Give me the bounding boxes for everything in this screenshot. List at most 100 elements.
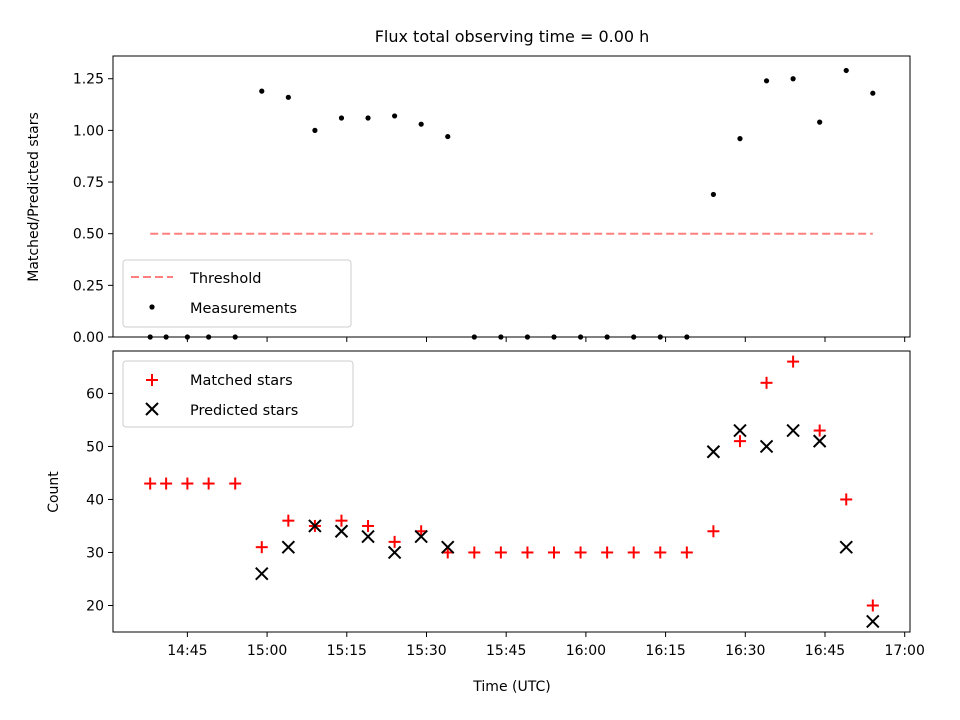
predicted-star-point [414, 529, 428, 544]
top-legend: Threshold Measurements [122, 259, 352, 328]
matched-star-point [229, 477, 242, 490]
predicted-star-point [759, 439, 774, 454]
predicted-star-point [255, 566, 269, 581]
x-tick-label: 15:00 [247, 643, 287, 659]
bottom-y-tick-label: 30 [86, 545, 104, 561]
x-tick-label: 15:15 [327, 643, 367, 659]
predicted-star-point [387, 545, 402, 560]
top-y-tick-label: 1.00 [73, 123, 104, 139]
matched-star-point [160, 477, 173, 490]
measurement-point [285, 94, 291, 100]
measurement-point [445, 133, 451, 140]
matched-star-point [840, 493, 853, 506]
legend-measurements-label: Measurements [190, 301, 297, 317]
legend-matched-swatch [146, 374, 158, 386]
predicted-star-point [706, 445, 721, 459]
predicted-star-point [308, 519, 322, 533]
bottom-y-tick-label: 60 [86, 386, 104, 402]
matched-star-point [181, 477, 194, 490]
matched-star-point [574, 546, 587, 559]
matched-star-point [601, 546, 614, 559]
top-plot-area: 0.00 0.25 0.50 0.75 1.00 1.25 Threshold Measu… [26, 55, 911, 346]
legend-matched-label: Matched stars [190, 373, 293, 389]
measurement-point [365, 115, 371, 121]
top-title: Flux total observing time = 0.00 h [375, 27, 650, 46]
legend-predicted-label: Predicted stars [190, 403, 298, 419]
x-tick-label: 17:00 [885, 643, 925, 659]
measurement-point [817, 119, 823, 125]
legend-predicted-swatch [145, 402, 159, 416]
predicted-star-point [786, 423, 800, 438]
top-y-tick-label: 0.75 [73, 175, 104, 191]
bottom-axes-frame [112, 350, 911, 633]
top-y-tick-label: 0.50 [73, 227, 104, 243]
matched-star-point [255, 541, 268, 554]
matched-star-point [787, 355, 800, 368]
x-tick-label: 14:45 [167, 643, 207, 659]
bottom-plot-area: 20 30 40 50 60 14:45 15:00 15:15 15:30 15:45 16:0… [46, 350, 925, 695]
bottom-y-axis-label: Count [46, 471, 62, 513]
x-tick-label: 16:30 [725, 643, 765, 659]
predicted-star-point [441, 540, 455, 554]
top-y-tick-label: 0.00 [73, 330, 104, 346]
top-y-tick-label: 1.25 [73, 72, 104, 88]
x-tick-label: 15:30 [406, 643, 446, 659]
matched-star-point [282, 514, 295, 527]
matched-star-point [335, 514, 348, 527]
predicted-star-point [839, 540, 853, 554]
measurement-point [710, 191, 717, 198]
measurement-point [338, 115, 345, 121]
measurement-point [312, 127, 318, 133]
matched-star-point [733, 435, 746, 448]
matched-star-point [362, 519, 375, 532]
matched-star-point [468, 546, 481, 559]
bottom-legend-box [122, 360, 354, 428]
x-tick-label: 15:45 [486, 643, 526, 659]
matched-star-point [144, 477, 157, 490]
matched-star-point [654, 546, 667, 559]
matched-star-point [548, 546, 561, 559]
bottom-y-ticks: 20 30 40 50 60 [86, 386, 113, 614]
matched-star-point [760, 376, 773, 389]
top-legend-box [122, 259, 352, 328]
measurement-point [392, 113, 398, 119]
bottom-x-ticks: 14:45 15:00 15:15 15:30 15:45 16:00 16:15 16:30… [167, 632, 925, 659]
matched-star-point [627, 546, 640, 559]
matched-star-point [202, 477, 215, 490]
matched-star-point [866, 599, 879, 612]
predicted-star-point [281, 540, 296, 554]
legend-threshold-label: Threshold [189, 271, 261, 287]
measurement-point [870, 90, 876, 96]
bottom-y-tick-label: 50 [86, 439, 104, 455]
bottom-y-tick-label: 20 [86, 598, 104, 614]
x-tick-label: 16:00 [566, 643, 606, 659]
measurement-point [843, 67, 849, 74]
x-tick-label: 16:15 [645, 643, 685, 659]
predicted-star-point [866, 614, 880, 629]
x-tick-label: 16:45 [805, 643, 845, 659]
top-y-axis-label: Matched/Predicted stars [26, 112, 42, 282]
measurement-point [418, 121, 424, 127]
top-y-ticks: 0.00 0.25 0.50 0.75 1.00 1.25 [73, 72, 113, 346]
predicted-star-point [361, 529, 375, 544]
predicted-stars-points [255, 423, 880, 629]
measurement-point [790, 76, 796, 82]
matched-star-point [494, 546, 507, 559]
matched-star-point [680, 546, 693, 559]
x-axis-label: Time (UTC) [472, 679, 550, 695]
predicted-star-point [733, 423, 747, 438]
measurement-point [763, 78, 770, 84]
legend-measurements-swatch [149, 304, 155, 310]
matched-star-point [813, 424, 826, 437]
predicted-star-point [334, 524, 349, 538]
measurement-point [737, 136, 743, 142]
measurement-point [259, 88, 265, 94]
top-y-tick-label: 0.25 [73, 278, 104, 294]
top-axes-frame [112, 55, 911, 338]
bottom-y-tick-label: 40 [86, 492, 104, 508]
predicted-star-point [812, 434, 827, 448]
matched-star-point [707, 525, 720, 538]
matched-star-point [521, 546, 534, 559]
